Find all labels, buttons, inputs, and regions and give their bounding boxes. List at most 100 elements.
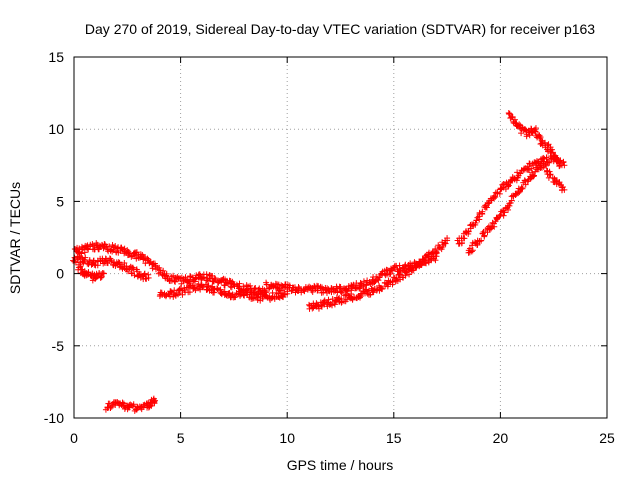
data-point bbox=[370, 289, 377, 296]
data-point bbox=[421, 256, 428, 263]
data-point bbox=[129, 264, 136, 271]
data-point bbox=[123, 263, 130, 270]
y-axis-label: SDTVAR / TECUs bbox=[7, 182, 23, 294]
data-point bbox=[97, 274, 104, 281]
chart-title: Day 270 of 2019, Sidereal Day-to-day VTE… bbox=[85, 21, 595, 37]
data-point bbox=[167, 288, 174, 295]
data-point bbox=[497, 211, 504, 218]
plot-frame bbox=[73, 56, 608, 419]
data-point bbox=[106, 243, 113, 250]
data-point bbox=[214, 285, 221, 292]
data-point bbox=[519, 185, 526, 192]
data-point bbox=[130, 401, 137, 408]
data-point bbox=[152, 397, 159, 404]
data-point bbox=[458, 239, 465, 246]
data-point bbox=[547, 144, 554, 151]
data-point bbox=[501, 209, 508, 216]
data-point bbox=[376, 274, 383, 281]
x-tick-label: 5 bbox=[177, 430, 185, 446]
data-point bbox=[186, 289, 193, 296]
data-point bbox=[544, 142, 551, 149]
data-point bbox=[272, 280, 279, 287]
data-point bbox=[528, 165, 535, 172]
data-point bbox=[496, 190, 503, 197]
data-point bbox=[469, 247, 476, 254]
data-point bbox=[227, 283, 234, 290]
data-point bbox=[433, 249, 440, 256]
x-tick-label: 20 bbox=[493, 430, 509, 446]
x-tick-label: 15 bbox=[386, 430, 402, 446]
data-point bbox=[82, 254, 89, 261]
data-point bbox=[149, 261, 156, 268]
data-point bbox=[134, 268, 141, 275]
data-point bbox=[473, 217, 480, 224]
data-point bbox=[506, 110, 513, 117]
data-point bbox=[389, 278, 396, 285]
data-point bbox=[80, 259, 87, 266]
data-point bbox=[524, 178, 531, 185]
data-point bbox=[212, 276, 219, 283]
data-point bbox=[121, 245, 128, 252]
data-point bbox=[442, 240, 449, 247]
data-point bbox=[84, 242, 91, 249]
data-point bbox=[549, 149, 556, 156]
data-point bbox=[532, 125, 539, 132]
data-point bbox=[288, 288, 295, 295]
x-axis-label: GPS time / hours bbox=[287, 457, 394, 473]
data-point bbox=[485, 200, 492, 207]
data-point bbox=[114, 245, 121, 252]
data-point bbox=[548, 146, 555, 153]
data-point bbox=[149, 265, 156, 272]
data-point bbox=[364, 290, 371, 297]
data-point bbox=[433, 250, 440, 257]
data-point bbox=[163, 270, 170, 277]
data-point bbox=[543, 154, 550, 161]
data-point bbox=[78, 250, 85, 257]
data-point bbox=[151, 400, 158, 407]
data-point bbox=[515, 190, 522, 197]
data-point bbox=[483, 204, 490, 211]
data-point bbox=[228, 284, 235, 291]
data-point bbox=[201, 274, 208, 281]
data-point bbox=[314, 301, 321, 308]
data-point bbox=[102, 241, 109, 248]
data-point bbox=[203, 271, 210, 278]
data-point bbox=[363, 282, 370, 289]
data-point bbox=[306, 283, 313, 290]
data-point bbox=[527, 175, 534, 182]
data-point bbox=[108, 403, 115, 410]
data-point bbox=[141, 270, 148, 277]
data-point bbox=[413, 263, 420, 270]
data-point bbox=[241, 292, 248, 299]
data-point bbox=[277, 289, 284, 296]
y-tick-label: 15 bbox=[48, 49, 64, 65]
data-point bbox=[249, 295, 256, 302]
data-point bbox=[77, 263, 84, 270]
y-tick-label: 0 bbox=[56, 266, 64, 282]
data-point bbox=[517, 170, 524, 177]
data-point bbox=[479, 210, 486, 217]
data-point bbox=[357, 284, 364, 291]
data-point bbox=[492, 194, 499, 201]
data-marks bbox=[70, 110, 568, 414]
x-tick-label: 25 bbox=[599, 430, 615, 446]
data-point bbox=[419, 256, 426, 263]
data-point bbox=[360, 278, 367, 285]
data-point bbox=[389, 267, 396, 274]
data-point bbox=[363, 279, 370, 286]
y-tick-label: -5 bbox=[52, 338, 65, 354]
data-point bbox=[247, 289, 254, 296]
data-point bbox=[496, 213, 503, 220]
data-point bbox=[488, 224, 495, 231]
data-point bbox=[321, 297, 328, 304]
data-point bbox=[500, 212, 507, 219]
data-point bbox=[444, 237, 451, 244]
data-point bbox=[522, 181, 529, 188]
y-tick-label: -10 bbox=[44, 410, 64, 426]
data-point bbox=[232, 294, 239, 301]
data-point bbox=[144, 255, 151, 262]
data-point bbox=[387, 270, 394, 277]
y-tick-label: 10 bbox=[48, 121, 64, 137]
data-point bbox=[211, 275, 218, 282]
data-point bbox=[514, 169, 521, 176]
